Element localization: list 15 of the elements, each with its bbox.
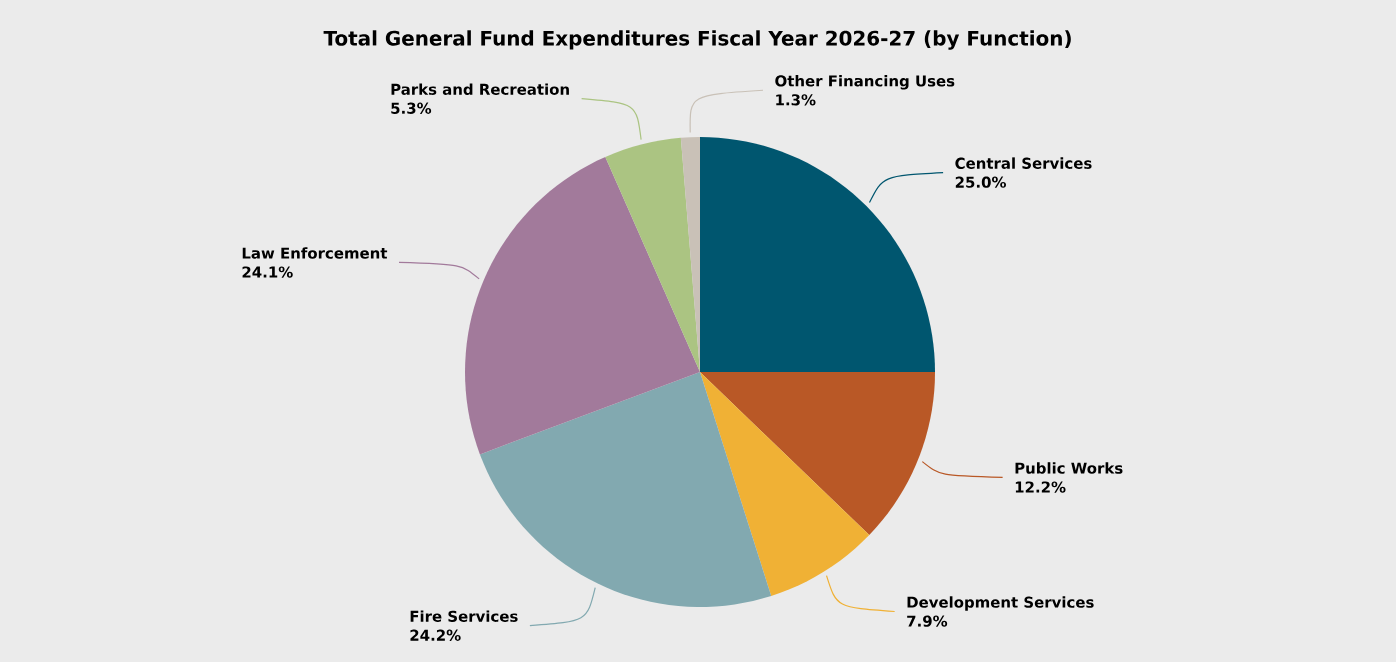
data-label: 24.2% — [410, 629, 461, 641]
slice-label: Development Services — [907, 596, 1094, 611]
data-label: 5.3% — [391, 102, 432, 114]
data-label: 7.9% — [907, 615, 948, 627]
slice-label: Central Services — [955, 157, 1092, 169]
slice-label: Parks and Recreation — [391, 83, 569, 95]
slice-label: Law Enforcement — [242, 247, 388, 259]
slice-label: Public Works — [1015, 462, 1123, 474]
chart-title: Total General Fund Expenditures Fiscal Year 2026-27 (by Function) — [323, 30, 1071, 50]
data-label: 1.3% — [776, 94, 816, 106]
data-label: 25.0% — [955, 176, 1007, 188]
slice-label: Fire Services — [410, 610, 518, 622]
slice-label: Other Financing Uses — [775, 75, 955, 90]
data-label: 24.1% — [242, 266, 293, 278]
data-label: 12.2% — [1015, 481, 1066, 493]
